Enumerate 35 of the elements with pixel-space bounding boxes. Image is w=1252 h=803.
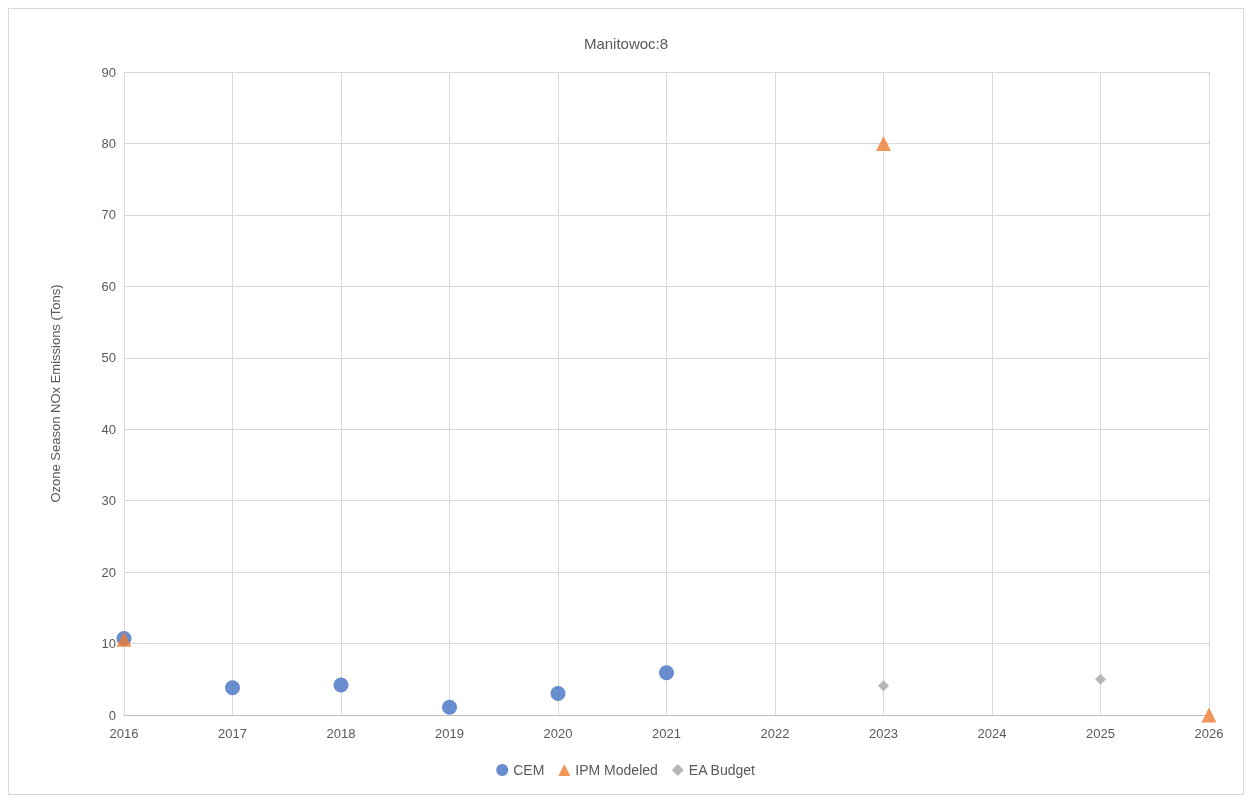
x-tick-label: 2019 [435, 726, 464, 741]
x-tick-label: 2017 [218, 726, 247, 741]
x-tick-label: 2021 [652, 726, 681, 741]
x-tick-label: 2020 [543, 726, 573, 741]
y-tick-label: 90 [101, 64, 116, 80]
y-tick-label: 80 [101, 135, 116, 151]
chart-title: Manitowoc:8 [583, 35, 669, 52]
point [442, 699, 457, 715]
legend-label: CEM [513, 762, 545, 778]
point [878, 680, 889, 692]
x-tick-label: 2023 [869, 726, 898, 741]
y-tick-label: 50 [101, 350, 116, 366]
y-tick-label: 0 [108, 707, 116, 723]
legend-label: IPM Modeled [575, 762, 658, 778]
y-tick-label: 70 [101, 207, 116, 223]
x-tick-label: 2018 [326, 726, 356, 741]
x-tick-label: 2026 [1194, 726, 1224, 741]
x-tick-label: 2024 [977, 726, 1007, 741]
point [333, 677, 349, 693]
x-tick-label: 2022 [760, 726, 790, 741]
x-tick-label: 2016 [109, 726, 139, 741]
point [550, 686, 566, 702]
x-tick-label: 2025 [1086, 726, 1115, 741]
y-tick-label: 30 [101, 493, 116, 509]
point [225, 680, 240, 696]
y-tick-label: 40 [101, 421, 116, 437]
y-tick-label: 10 [101, 636, 116, 652]
point [659, 665, 674, 681]
point [876, 135, 891, 151]
y-tick-label: 60 [101, 278, 116, 294]
y-axis-title: Ozone Season NOx Emissions (Tons) [48, 284, 63, 503]
y-tick-label: 20 [101, 564, 116, 580]
point [1095, 673, 1106, 685]
legend-label: EA Budget [688, 762, 756, 778]
point [1201, 707, 1217, 723]
